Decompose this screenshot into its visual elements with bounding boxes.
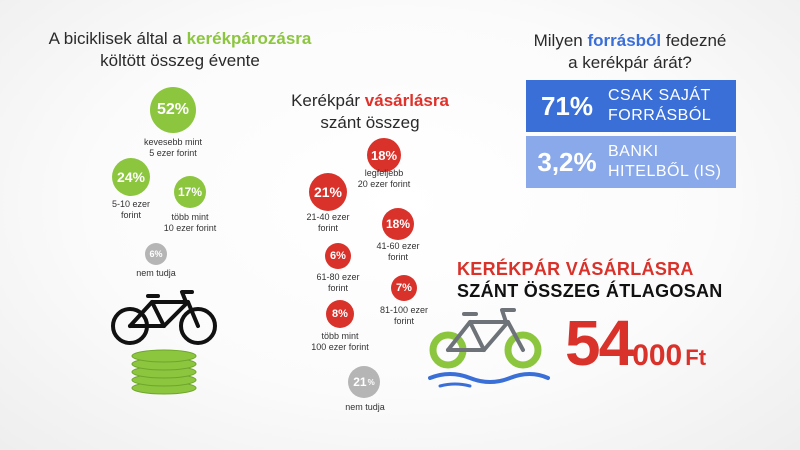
middle-caption-6: 61-80 ezer forint — [316, 272, 360, 293]
left-caption-24: 5-10 ezer forint — [111, 199, 151, 220]
green-bicycle-icon — [428, 308, 550, 388]
source-bank-pct: 3,2% — [537, 146, 597, 177]
source-box-bank: 3,2% BANKI HITELBŐL (IS) — [526, 136, 736, 188]
source-box-own: 71% CSAK SAJÁT FORRÁSBÓL — [526, 80, 736, 132]
middle-caption-7: 81-100 ezer forint — [379, 305, 429, 326]
left-bubble-17: 17% — [174, 176, 206, 208]
middle-caption-unknown: nem tudja — [345, 402, 385, 412]
middle-caption-18b: 41-60 ezer forint — [376, 241, 420, 262]
left-bubble-52: 52% — [150, 87, 196, 133]
source-bank-label: BANKI HITELBŐL (IS) — [608, 143, 722, 180]
left-caption-6: nem tudja — [136, 268, 176, 278]
average-heading: KERÉKPÁR VÁSÁRLÁSRA SZÁNT ÖSSZEG ÁTLAGOS… — [457, 258, 777, 302]
middle-title-highlight: vásárlásra — [364, 91, 449, 110]
average-value-big: 54 — [565, 307, 634, 379]
left-bubble-6: 6% — [145, 243, 167, 265]
middle-bubble-8: 8% — [326, 300, 354, 328]
left-title-post: költött összeg évente — [100, 51, 260, 70]
right-title: Milyen forrásból fedezné a kerékpár árát… — [490, 30, 770, 74]
right-title-pre: Milyen — [533, 31, 588, 50]
left-caption-17: több mint 10 ezer forint — [163, 212, 217, 233]
middle-bubble-21-unknown: 21% — [348, 366, 380, 398]
middle-caption-18a: legfeljebb 20 ezer forint — [357, 168, 411, 189]
right-title-post: a kerékpár árát? — [568, 53, 692, 72]
left-title-pre: A biciklisek által a — [48, 29, 187, 48]
average-value: 54000 Ft — [565, 308, 795, 378]
middle-bubble-6: 6% — [325, 243, 351, 269]
middle-title-post: szánt összeg — [320, 113, 420, 132]
average-heading-line2: SZÁNT ÖSSZEG ÁTLAGOSAN — [457, 281, 723, 301]
source-own-label: CSAK SAJÁT FORRÁSBÓL — [608, 87, 712, 124]
source-own-pct: 71% — [540, 90, 594, 121]
left-title: A biciklisek által a kerékpározásra költ… — [10, 28, 350, 72]
left-caption-52: kevesebb mint 5 ezer forint — [143, 137, 203, 158]
middle-bubble-18b: 18% — [382, 208, 414, 240]
middle-title: Kerékpár vásárlásra szánt összeg — [250, 90, 490, 134]
middle-title-pre: Kerékpár — [291, 91, 365, 110]
right-title-highlight: forrásból — [587, 31, 662, 50]
left-bubble-24: 24% — [112, 158, 150, 196]
middle-bubble-21: 21% — [309, 173, 347, 211]
average-value-unit: Ft — [685, 345, 707, 370]
middle-caption-8: több mint 100 ezer forint — [311, 331, 369, 352]
right-title-mid: fedezné — [661, 31, 727, 50]
average-value-rest: 000 — [632, 339, 683, 372]
bicycle-coins-icon — [111, 290, 217, 395]
middle-caption-21: 21-40 ezer forint — [306, 212, 350, 233]
left-title-highlight: kerékpározásra — [186, 29, 312, 48]
middle-bubble-7: 7% — [391, 275, 417, 301]
middle-bubble-18a: 18% — [367, 138, 401, 172]
average-heading-line1: KERÉKPÁR VÁSÁRLÁSRA — [457, 259, 694, 279]
